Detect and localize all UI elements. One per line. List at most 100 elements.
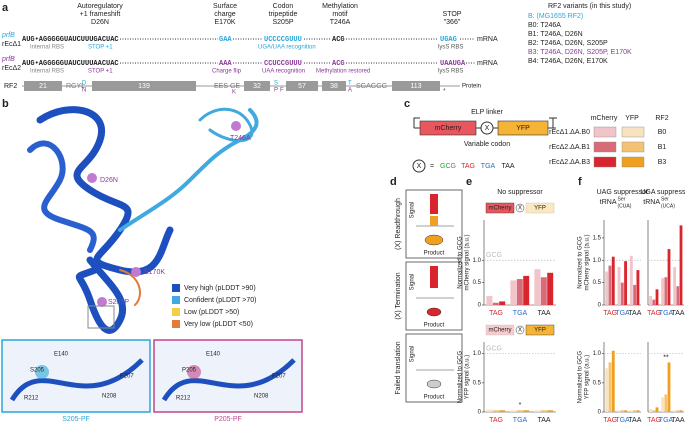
bar <box>655 289 659 305</box>
bar <box>510 280 517 305</box>
annotation: * <box>519 402 522 409</box>
inset-site <box>187 365 201 379</box>
ribbon <box>118 108 259 232</box>
bar <box>652 299 656 305</box>
strain: rEcΔ1 <box>2 41 21 48</box>
header: STOP <box>443 11 462 18</box>
strain-legend: mCherry YFP RF2 rEcΔ1.ΔA.B0 B0 rEcΔ2.ΔA.B1 B1 r… <box>549 115 669 168</box>
site <box>87 173 97 183</box>
signal-label: Signal <box>410 346 416 363</box>
mutation-label: S205P <box>108 299 129 306</box>
variants-list: RF2 variants (in this study) B: (MG1655 … <box>528 3 632 65</box>
construct <box>412 117 557 173</box>
chart-title: UGA suppressor <box>640 189 685 196</box>
sequence: CCUCCGUUU <box>264 60 302 68</box>
inset-title: P205-PF <box>214 416 242 423</box>
reference-label: GCG <box>486 346 502 353</box>
sequence: GAA <box>219 36 232 44</box>
codon: TAA <box>501 163 514 170</box>
x-tick-label: TGA <box>615 417 630 424</box>
header: charge <box>214 11 236 18</box>
x-tick-label: TGA <box>513 310 528 317</box>
protein-segments: 21 139 32 57 38 113 <box>24 81 440 91</box>
gene: prfB <box>1 56 15 63</box>
x-tick-label: TAG <box>603 417 617 424</box>
ribbon <box>27 140 97 253</box>
y-tick-label: 0.5 <box>593 380 602 386</box>
bar <box>624 410 628 412</box>
codon-list: GCG TAG TGA TAA <box>440 163 515 170</box>
bar <box>516 410 523 412</box>
terminator <box>549 117 557 128</box>
y-tick-label: 1.0 <box>473 258 482 264</box>
residue-label: N208 <box>254 394 269 400</box>
x-tick-label: TGA <box>659 417 674 424</box>
variant: B4: T246A, D26N, E170K <box>528 58 608 65</box>
variants-title: RF2 variants (in this study) <box>548 3 631 10</box>
bar <box>679 225 683 305</box>
y-tick-label: 1.0 <box>593 351 602 357</box>
linker-label: ELP linker <box>471 109 503 116</box>
header: Autoregulatory <box>77 3 123 10</box>
panel-label: e <box>466 176 472 188</box>
gene-box <box>497 120 549 136</box>
x-tick-label: TAA <box>628 417 641 424</box>
gene-box <box>419 120 477 136</box>
schematic-bar <box>430 216 438 226</box>
protein-segment <box>286 81 318 91</box>
chart-title: UAG suppressor <box>597 189 649 196</box>
y-axis-label: mCherry signal (a.u.) <box>465 234 471 290</box>
x-tick-label: TAG <box>647 417 661 424</box>
legend-swatch <box>172 296 180 304</box>
x-tick-label: TAA <box>537 310 550 317</box>
bar <box>620 282 624 305</box>
note: lysS RBS <box>438 69 463 75</box>
inset-frame <box>153 339 303 413</box>
bar <box>636 410 640 412</box>
protein-segment <box>24 81 62 91</box>
header: E170K <box>214 19 235 26</box>
x-tick-label: TAG <box>603 310 617 317</box>
bar <box>492 302 499 305</box>
chart-subtitle-sub: (CUA) <box>618 203 632 209</box>
schematic-label: YFP <box>534 328 546 334</box>
signal-label: Signal <box>410 202 416 219</box>
residue-label: R212 <box>24 396 39 402</box>
y-tick-label: 0 <box>478 410 482 416</box>
bar <box>633 410 637 412</box>
bar <box>611 350 615 412</box>
bar <box>486 296 493 305</box>
bar <box>523 275 530 305</box>
plddt-legend: Very high (pLDDT >90) Confident (pLDDT >7… <box>172 284 256 328</box>
residue-label: S205 <box>30 368 45 374</box>
codon: TGA <box>481 163 496 170</box>
site <box>131 267 141 277</box>
legend-rf2: B3 <box>658 159 667 166</box>
schematic-codon <box>515 203 525 213</box>
schematic-gene <box>525 202 555 214</box>
schematic-product <box>424 234 444 246</box>
bar <box>617 410 621 412</box>
codon-x: X <box>417 163 422 170</box>
inset-site <box>35 365 49 379</box>
ribbon <box>198 107 254 143</box>
bar <box>667 249 671 305</box>
segment-length: 139 <box>138 83 150 90</box>
chart-subtitle: tRNA <box>643 199 660 206</box>
x-tick-label: TAG <box>489 417 503 424</box>
reference-label: GCG <box>486 252 502 259</box>
bar <box>540 410 547 412</box>
bar <box>611 256 615 305</box>
legend-swatch <box>172 308 180 316</box>
legend-swatch <box>621 141 645 153</box>
schematic-gene <box>525 324 555 336</box>
product-label: Product <box>424 395 445 401</box>
y-tick-label: 1.0 <box>593 258 602 264</box>
schematic-x: X <box>518 206 522 212</box>
residue-label: N208 <box>102 394 117 400</box>
bar <box>679 410 683 412</box>
variant: B: (MG1655 RF2) <box>528 13 583 20</box>
panel-label: a <box>2 2 9 14</box>
codon-x: X <box>485 125 490 132</box>
mutation-label: D26N <box>100 177 118 184</box>
